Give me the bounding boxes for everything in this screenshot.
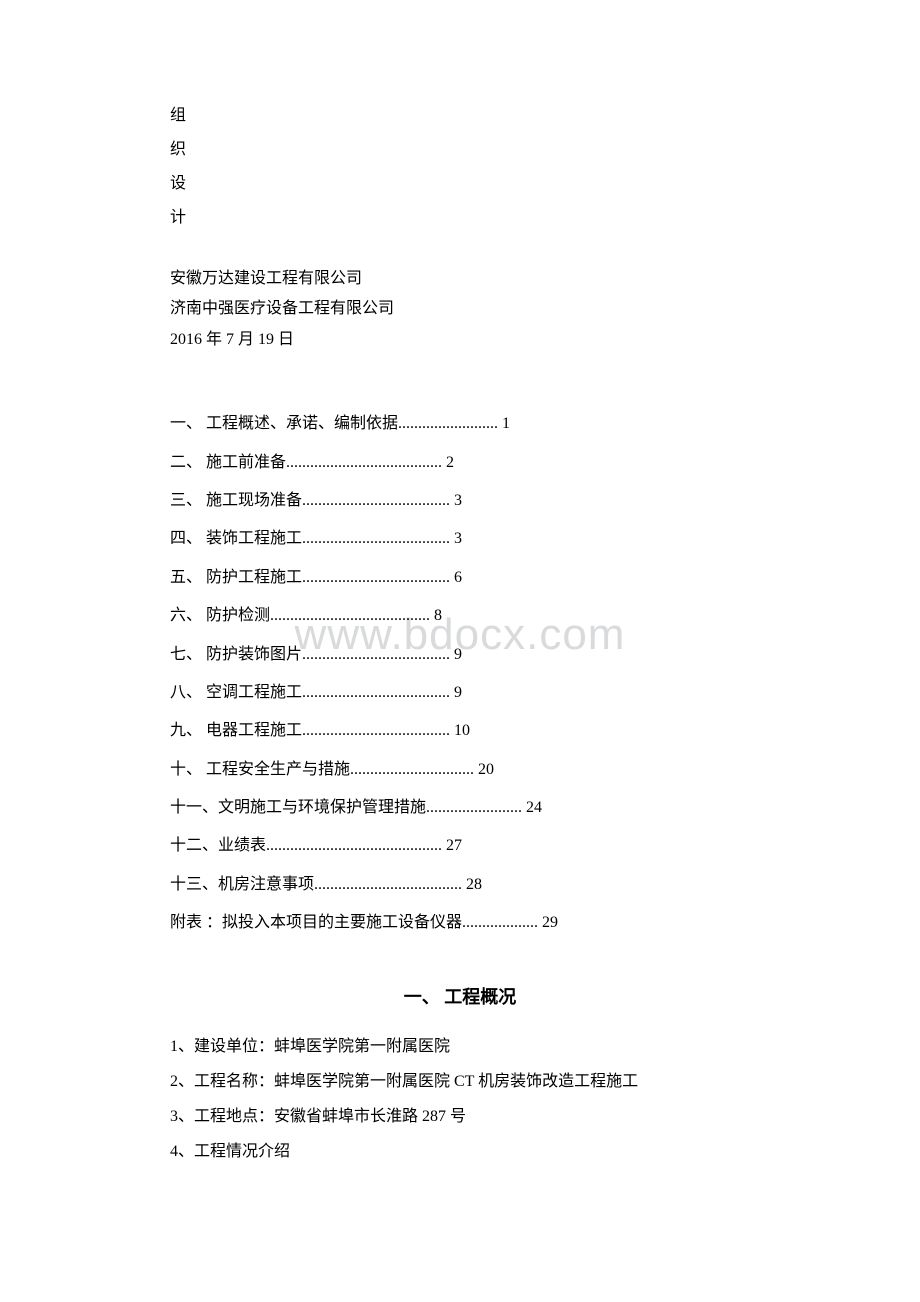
vertical-title-char: 计 [170,202,750,234]
company-name-2: 济南中强医疗设备工程有限公司 [170,294,750,324]
content-line: 3、工程地点：安徽省蚌埠市长淮路 287 号 [170,1099,750,1134]
toc-item: 十、 工程安全生产与措施............................… [170,751,750,789]
toc-item: 十三、机房注意事项...............................… [170,866,750,904]
vertical-title-char: 织 [170,134,750,166]
toc-item: 五、 防护工程施工...............................… [170,559,750,597]
toc-item: 十一、文明施工与环境保护管理措施........................… [170,789,750,827]
toc-item: 七、 防护装饰图片...............................… [170,636,750,674]
toc-item: 三、 施工现场准备...............................… [170,482,750,520]
content-line: 4、工程情况介绍 [170,1134,750,1169]
toc-item: 六、 防护检测.................................… [170,597,750,635]
content-block: 1、建设单位：蚌埠医学院第一附属医院 2、工程名称：蚌埠医学院第一附属医院 CT… [170,1029,750,1170]
toc-item: 附表 ：拟投入本项目的主要施工设备仪器................... 2… [170,904,750,942]
content-line: 1、建设单位：蚌埠医学院第一附属医院 [170,1029,750,1064]
vertical-title-char: 设 [170,168,750,200]
toc-item: 二、 施工前准备................................… [170,444,750,482]
company-name-1: 安徽万达建设工程有限公司 [170,264,750,294]
section-heading: 一、 工程概况 [170,983,750,1009]
vertical-title: 组 织 设 计 [170,100,750,234]
vertical-title-char: 组 [170,100,750,132]
toc-item: 八、 空调工程施工...............................… [170,674,750,712]
toc-item: 十二、业绩表..................................… [170,827,750,865]
document-content: 组 织 设 计 安徽万达建设工程有限公司 济南中强医疗设备工程有限公司 2016… [170,100,750,1169]
toc-item: 一、 工程概述、承诺、编制依据.........................… [170,405,750,443]
table-of-contents: 一、 工程概述、承诺、编制依据.........................… [170,405,750,942]
company-info-block: 安徽万达建设工程有限公司 济南中强医疗设备工程有限公司 2016 年 7 月 1… [170,264,750,355]
document-date: 2016 年 7 月 19 日 [170,325,750,355]
toc-item: 四、 装饰工程施工...............................… [170,520,750,558]
toc-item: 九、 电器工程施工...............................… [170,712,750,750]
content-line: 2、工程名称：蚌埠医学院第一附属医院 CT 机房装饰改造工程施工 [170,1064,750,1099]
